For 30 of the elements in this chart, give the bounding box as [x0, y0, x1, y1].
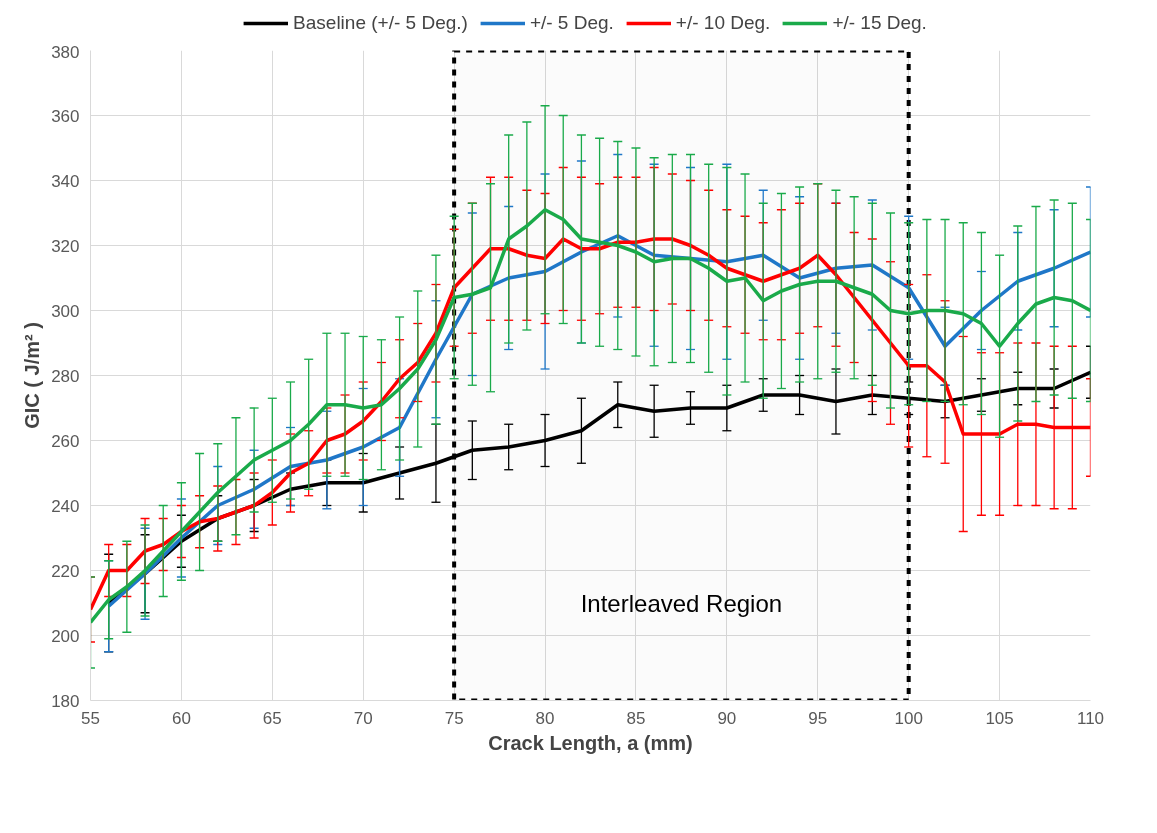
- x-tick-label: 90: [717, 708, 737, 728]
- x-tick-label: 55: [81, 708, 100, 728]
- legend-label: Baseline (+/- 5 Deg.): [293, 11, 468, 34]
- y-tick-label: 320: [51, 236, 80, 256]
- legend-label: +/- 15 Deg.: [832, 11, 927, 34]
- y-axis-title: GIC ( J/m² ): [21, 322, 44, 429]
- y-tick-label: 220: [51, 561, 80, 581]
- x-tick-label: 100: [894, 708, 923, 728]
- x-tick-label: 75: [444, 708, 464, 728]
- y-tick-label: 180: [51, 691, 80, 711]
- y-tick-label: 240: [51, 496, 80, 516]
- y-tick-label: 300: [51, 301, 80, 321]
- x-tick-label: 95: [808, 708, 828, 728]
- y-tick-label: 360: [51, 106, 80, 126]
- x-tick-label: 60: [171, 708, 191, 728]
- y-tick-label: 380: [51, 42, 80, 62]
- y-tick-label: 340: [51, 171, 80, 191]
- x-tick-label: 80: [535, 708, 555, 728]
- x-tick-label: 65: [262, 708, 282, 728]
- y-tick-label: 260: [51, 431, 80, 451]
- y-tick-label: 280: [51, 366, 80, 386]
- x-tick-label: 110: [1076, 708, 1105, 728]
- x-tick-label: 105: [985, 708, 1014, 728]
- x-tick-label: 70: [353, 708, 373, 728]
- x-tick-label: 85: [626, 708, 646, 728]
- x-axis-title: Crack Length, a (mm): [488, 731, 693, 754]
- legend-label: +/- 5 Deg.: [529, 11, 614, 34]
- legend-label: +/- 10 Deg.: [675, 11, 771, 34]
- y-tick-label: 200: [51, 626, 80, 646]
- band-label: Interleaved Region: [580, 589, 783, 617]
